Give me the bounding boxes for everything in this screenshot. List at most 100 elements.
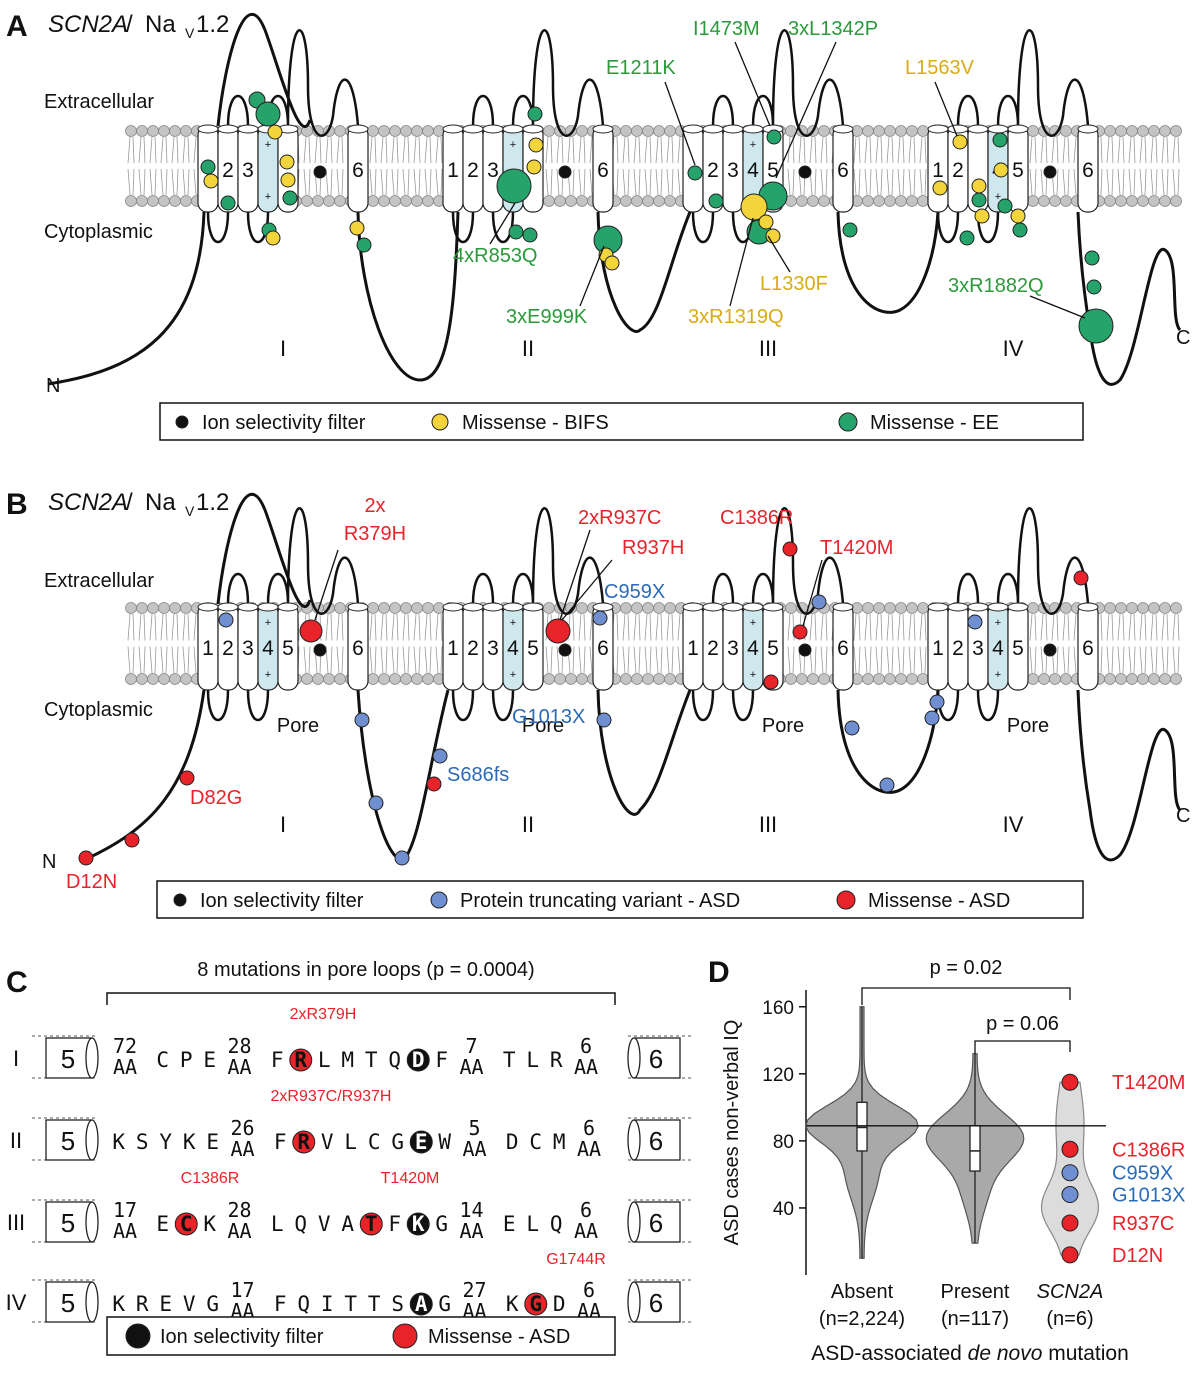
lipid-tail	[550, 646, 553, 674]
helix-body	[45, 1037, 93, 1079]
helix-number: 4	[747, 159, 759, 182]
helix-number: 4	[992, 637, 1004, 660]
lipid-tail	[380, 613, 384, 641]
residue: K	[203, 1212, 216, 1236]
lipid-head	[1170, 125, 1182, 137]
lipid-tail	[880, 613, 883, 641]
residue: F	[435, 1048, 448, 1072]
helix-number: 3	[487, 637, 499, 660]
legend-bifs-dot	[431, 413, 449, 431]
helix-body	[45, 1281, 93, 1323]
lipid-tail	[655, 168, 659, 196]
lipid-tail	[369, 646, 373, 674]
domain-label: I	[280, 812, 286, 837]
helix-d1-s5: 5	[277, 602, 299, 691]
helix-number: 1	[447, 637, 459, 660]
lipid-head	[334, 195, 346, 207]
lipid-head	[1115, 125, 1127, 137]
lipid-head	[125, 195, 137, 207]
lipid-tail	[902, 613, 905, 641]
helix-cap	[462, 124, 484, 134]
lipid-tail	[820, 168, 824, 196]
lipid-head	[1027, 673, 1039, 685]
lipid-head	[884, 195, 896, 207]
lipid-tail	[825, 136, 828, 164]
residue: F	[274, 1130, 287, 1154]
residue: I	[321, 1292, 334, 1316]
helix-d2-s2: 2	[462, 124, 484, 213]
protein-backbone	[47, 12, 1182, 386]
gap-length: 5AA	[462, 1116, 486, 1161]
mutation-label: 2xR379H	[290, 1006, 357, 1023]
variant-callout: 4xR853Q	[453, 202, 538, 267]
residue: F	[271, 1048, 284, 1072]
pore-loop-bracket: 8 mutations in pore loops (p = 0.0004)	[106, 959, 616, 1005]
y-axis-label: ASD cases non-verbal IQ	[721, 1020, 743, 1246]
lipid-tail	[1122, 646, 1125, 674]
lipid-head	[367, 602, 379, 614]
lipid-tail	[413, 136, 417, 164]
lipid-tail	[589, 136, 593, 164]
lipid-tail	[671, 136, 674, 164]
lipid-head	[1038, 195, 1050, 207]
lipid-tail	[1111, 136, 1114, 164]
lipid-tail	[160, 613, 164, 641]
lipid-head	[411, 602, 423, 614]
missense-asd-dot	[179, 770, 195, 786]
lipid-tail	[792, 168, 795, 196]
x-axis-label: ASD-associated de novo mutation	[811, 1342, 1129, 1365]
lipid-head	[906, 195, 918, 207]
missense-asd-dot	[763, 674, 779, 690]
charge-plus: +	[265, 191, 271, 203]
ion-residue-dot	[406, 1048, 430, 1072]
ion-filter-dot	[798, 643, 812, 657]
residue: T	[365, 1212, 378, 1236]
lipid-tail	[303, 136, 307, 164]
lipid-tail	[418, 646, 421, 674]
missense-bifs-dot	[280, 172, 296, 188]
legend-ion-dot	[125, 1323, 151, 1349]
legend-ion-dot	[173, 893, 187, 907]
lipid-tail	[792, 646, 795, 674]
leader-line	[314, 549, 339, 621]
lipid-tail	[666, 646, 670, 674]
gap-count: 7	[465, 1034, 477, 1058]
lipid-head	[565, 673, 577, 685]
lipid-head	[818, 195, 830, 207]
helix-6: 6	[627, 1037, 681, 1079]
missense-bifs-dot	[932, 180, 948, 196]
helix-cap	[927, 602, 949, 612]
lipid-tail	[1034, 168, 1037, 196]
lipid-tail	[369, 613, 373, 641]
charge-plus: +	[265, 669, 271, 681]
lipid-tail	[864, 168, 868, 196]
lipid-head	[1060, 673, 1072, 685]
lipid-head	[1027, 602, 1039, 614]
gap-aa: AA	[577, 1137, 601, 1161]
lipid-tail	[193, 613, 197, 641]
residue: E	[503, 1212, 516, 1236]
lipid-tail	[1172, 613, 1176, 641]
panel-letter: C	[6, 966, 28, 999]
residue: T	[503, 1048, 516, 1072]
lipid-tail	[1128, 613, 1132, 641]
cytoplasmic-label: Cytoplasmic	[44, 221, 153, 243]
lipid-tail	[1139, 168, 1143, 196]
helix-cap	[592, 124, 614, 134]
lipid-tail	[1172, 646, 1176, 674]
gap-aa: AA	[459, 1219, 483, 1243]
lipid-head	[422, 673, 434, 685]
lipid-tail	[649, 613, 652, 641]
lipid-head	[389, 125, 401, 137]
gap-aa: AA	[113, 1219, 137, 1243]
helix-cap	[627, 1281, 641, 1323]
leader-line	[775, 41, 837, 179]
lipid-head	[411, 673, 423, 685]
lipid-tail	[897, 136, 901, 164]
lipid-head	[576, 195, 588, 207]
lipid-tail	[886, 136, 890, 164]
lipid-tail	[638, 613, 641, 641]
helix-number: 1	[202, 637, 214, 660]
missense-bifs-dot	[279, 154, 295, 170]
